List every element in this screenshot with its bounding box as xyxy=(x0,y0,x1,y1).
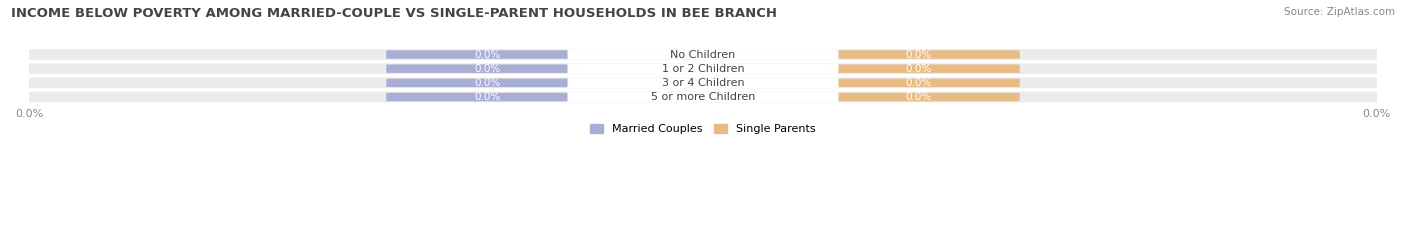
Text: 0.0%: 0.0% xyxy=(905,49,932,59)
Legend: Married Couples, Single Parents: Married Couples, Single Parents xyxy=(591,124,815,134)
Text: 0.0%: 0.0% xyxy=(474,92,501,102)
Text: 0.0%: 0.0% xyxy=(474,64,501,74)
FancyBboxPatch shape xyxy=(15,63,1391,74)
FancyBboxPatch shape xyxy=(568,78,838,87)
FancyBboxPatch shape xyxy=(15,49,1391,60)
FancyBboxPatch shape xyxy=(387,50,589,59)
Text: 0.0%: 0.0% xyxy=(905,92,932,102)
Text: 0.0%: 0.0% xyxy=(474,49,501,59)
FancyBboxPatch shape xyxy=(387,79,589,87)
FancyBboxPatch shape xyxy=(387,65,589,73)
Text: 0.0%: 0.0% xyxy=(905,78,932,88)
Text: INCOME BELOW POVERTY AMONG MARRIED-COUPLE VS SINGLE-PARENT HOUSEHOLDS IN BEE BRA: INCOME BELOW POVERTY AMONG MARRIED-COUPL… xyxy=(11,7,778,20)
Text: Source: ZipAtlas.com: Source: ZipAtlas.com xyxy=(1284,7,1395,17)
FancyBboxPatch shape xyxy=(15,77,1391,88)
FancyBboxPatch shape xyxy=(817,65,1019,73)
Text: 1 or 2 Children: 1 or 2 Children xyxy=(662,64,744,74)
FancyBboxPatch shape xyxy=(568,93,838,102)
Text: No Children: No Children xyxy=(671,49,735,59)
FancyBboxPatch shape xyxy=(817,93,1019,101)
FancyBboxPatch shape xyxy=(15,92,1391,103)
FancyBboxPatch shape xyxy=(568,50,838,59)
FancyBboxPatch shape xyxy=(817,79,1019,87)
FancyBboxPatch shape xyxy=(568,64,838,73)
Text: 0.0%: 0.0% xyxy=(905,64,932,74)
FancyBboxPatch shape xyxy=(387,93,589,101)
FancyBboxPatch shape xyxy=(817,50,1019,59)
Text: 0.0%: 0.0% xyxy=(474,78,501,88)
Text: 5 or more Children: 5 or more Children xyxy=(651,92,755,102)
Text: 3 or 4 Children: 3 or 4 Children xyxy=(662,78,744,88)
